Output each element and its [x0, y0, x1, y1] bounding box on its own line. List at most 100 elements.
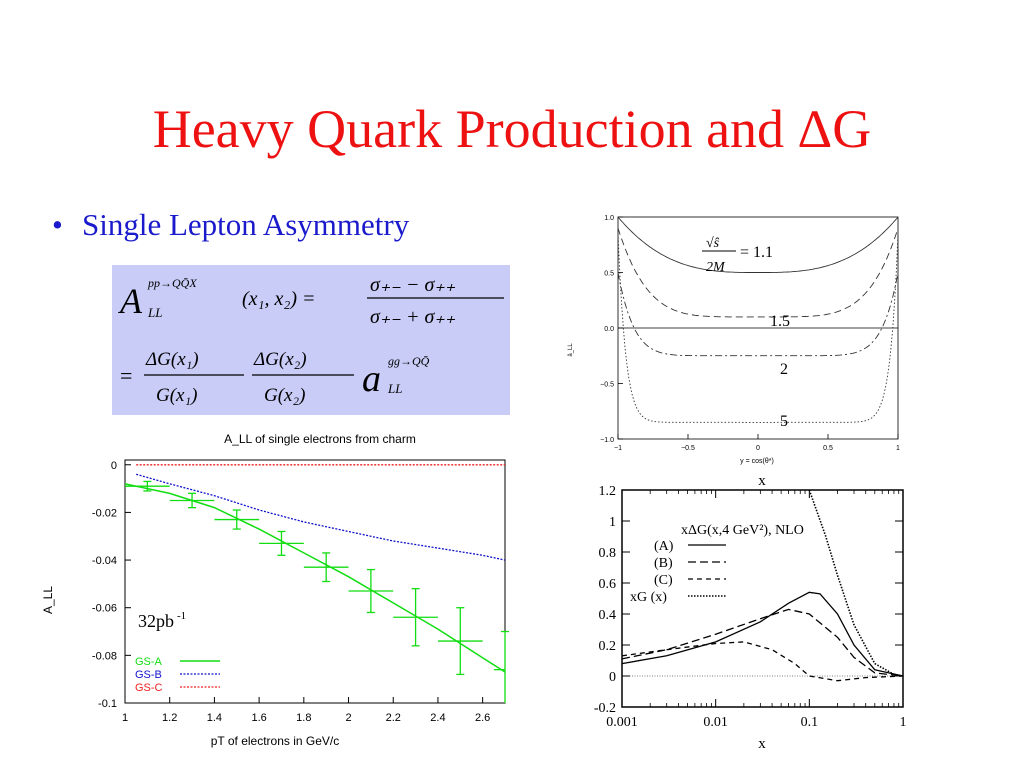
c3-legend-label: (C) [654, 573, 673, 588]
c2-xtick-label: 0 [756, 445, 760, 452]
c1-error-point [493, 630, 509, 703]
formula-lhs: A [118, 281, 143, 321]
c1-error-point [214, 509, 260, 530]
c2-curve-label-3: 2 [780, 361, 788, 378]
c3-curve [621, 641, 904, 682]
c2-ytick-label: 1.0 [604, 215, 614, 222]
c1-xtick-label: 2.2 [386, 712, 401, 724]
c1-series-gs-b [136, 473, 506, 561]
c2-curve-1.5 [617, 227, 899, 318]
c1-legend-label: GS-B [135, 669, 162, 681]
c2-ytick-label: −1.0 [600, 437, 614, 444]
c2-ratio-num: √ŝ [706, 236, 720, 251]
c1-error-point [169, 492, 215, 509]
asymmetry-chart-svg: A_LL of single electrons from charm pT o… [41, 432, 509, 748]
c1-xtick-label: 1.6 [251, 712, 266, 724]
c2-curve-2 [617, 272, 899, 357]
c1-ytick-label: -0.02 [92, 507, 117, 519]
formula-f2-den: G(x₂) [264, 385, 305, 406]
c1-ytick-label: -0.04 [92, 555, 117, 567]
c1-error-point [303, 552, 349, 583]
formula-lhs-sup: pp→QQ̄X [147, 276, 197, 290]
c3-legend-title: xΔG(x,4 GeV²), NLO [681, 523, 804, 538]
c2-curve-label-2: 1.5 [770, 313, 790, 330]
formula-eq2: = [120, 363, 132, 388]
c3-xtick-label: 1 [900, 715, 907, 730]
bullet-text: Single Lepton Asymmetry [82, 207, 410, 242]
c1-ylabel: A_LL [41, 586, 55, 614]
c3-ytick-label: 0.8 [599, 546, 617, 561]
formula-f1-num: ΔG(x₁) [145, 349, 199, 370]
c1-legend-label: GS-A [135, 656, 163, 668]
c2-curve-label-4: 5 [780, 413, 788, 430]
c2-ylabel: â_LL [568, 343, 574, 357]
c2-xtick-label: −0.5 [681, 445, 695, 452]
c1-xtick-label: 1.4 [207, 712, 222, 724]
c2-curve-5 [617, 233, 899, 423]
c3-legend-label: (A) [654, 539, 674, 554]
c3-ytick-label: 0.6 [599, 577, 617, 592]
c2-ytick-label: −0.5 [600, 382, 614, 389]
c1-annotation-sup: -1 [177, 610, 186, 622]
c3-legend-label: (B) [654, 556, 673, 571]
c2-ytick-label: 0.5 [604, 271, 614, 278]
formula-f2-num: ΔG(x₂) [253, 349, 307, 370]
c3-legend-label: xG (x) [630, 590, 667, 605]
c1-error-point [437, 607, 483, 676]
formula-box: A pp→QQ̄X LL (x₁, x₂) = σ₊₋ − σ₊₊ σ₊₋ + … [112, 265, 510, 415]
c1-xtick-label: 1.2 [162, 712, 177, 724]
c3-xtick-label: 0.01 [703, 715, 728, 730]
c2-xtick-label: 0.5 [823, 445, 833, 452]
bullet-item: • Single Lepton Asymmetry [52, 207, 409, 243]
c1-error-point [125, 480, 170, 492]
c2-ytick-label: 0.0 [604, 326, 614, 333]
polarized-gluon-chart-svg: x x 0.001 0.01 0.1 1 1.2 1 0.8 0.6 0.4 0.2 0 -0.2 (A… [594, 473, 907, 752]
c3-xtick-label: 0.001 [606, 715, 638, 730]
c2-xtick-label: −1 [614, 445, 622, 452]
c2-xtick-label: 1 [896, 445, 900, 452]
c3-curve [621, 608, 904, 677]
c1-xtick-label: 1 [122, 712, 128, 724]
formula-lhs-sub: LL [147, 305, 162, 320]
formula-a: a [362, 358, 381, 400]
c1-error-point [348, 568, 394, 614]
c3-curve [621, 591, 904, 677]
c3-ytick-label: 0.4 [599, 608, 617, 623]
formula-a-sub: LL [387, 381, 402, 396]
asymmetry-chart: A_LL of single electrons from charm pT o… [30, 425, 518, 755]
c3-ytick-label: 1 [609, 515, 616, 530]
c1-xlabel: pT of electrons in GeV/c [211, 734, 340, 748]
formula-numerator: σ₊₋ − σ₊₊ [370, 274, 456, 296]
c3-ytick-label: 1.2 [599, 484, 617, 499]
formula-svg: A pp→QQ̄X LL (x₁, x₂) = σ₊₋ − σ₊₊ σ₊₋ + … [118, 274, 504, 406]
bullet-dot: • [52, 207, 63, 242]
c1-annotation: 32pb [138, 611, 174, 631]
parton-asymmetry-chart-svg: −1 −0.5 0 0.5 1 1.0 0.5 0.0 −0.5 −1.0 y = cos(θ*)… [568, 215, 900, 465]
polarized-gluon-chart: x x 0.001 0.01 0.1 1 1.2 1 0.8 0.6 0.4 0.2 0 -0.2 (A… [560, 470, 920, 760]
c1-legend-label: GS-C [135, 682, 163, 694]
formula-denominator: σ₊₋ + σ₊₊ [370, 306, 456, 328]
parton-asymmetry-chart: −1 −0.5 0 0.5 1 1.0 0.5 0.0 −0.5 −1.0 y = cos(θ*)… [560, 205, 915, 480]
c3-curve [808, 489, 904, 677]
c2-curve-label-1: = 1.1 [740, 244, 773, 261]
c1-error-point [393, 587, 438, 647]
c1-xtick-label: 2 [345, 712, 351, 724]
c1-ytick-label: -0.1 [98, 698, 117, 710]
c1-xtick-label: 2.4 [430, 712, 445, 724]
c3-ytick-label: 0 [609, 670, 616, 685]
formula-args: (x₁, x₂) = [242, 288, 315, 310]
c3-ytick-label: 0.2 [599, 639, 617, 654]
c1-xtick-label: 2.6 [475, 712, 490, 724]
c1-title: A_LL of single electrons from charm [224, 432, 416, 446]
c1-series-gs-a [124, 483, 506, 673]
c1-error-point [259, 530, 304, 556]
c1-ytick-label: -0.08 [92, 650, 117, 662]
c3-frame [621, 489, 904, 708]
formula-f1-den: G(x₁) [156, 385, 197, 406]
c1-ytick-label: 0 [111, 460, 117, 472]
c3-title-above: x [758, 473, 766, 489]
c2-ratio-den: 2M [706, 260, 726, 275]
c2-xlabel: y = cos(θ*) [740, 458, 774, 465]
c2-curve-1.1 [617, 216, 899, 273]
formula-a-sup: gg→QQ̄ [388, 354, 430, 368]
